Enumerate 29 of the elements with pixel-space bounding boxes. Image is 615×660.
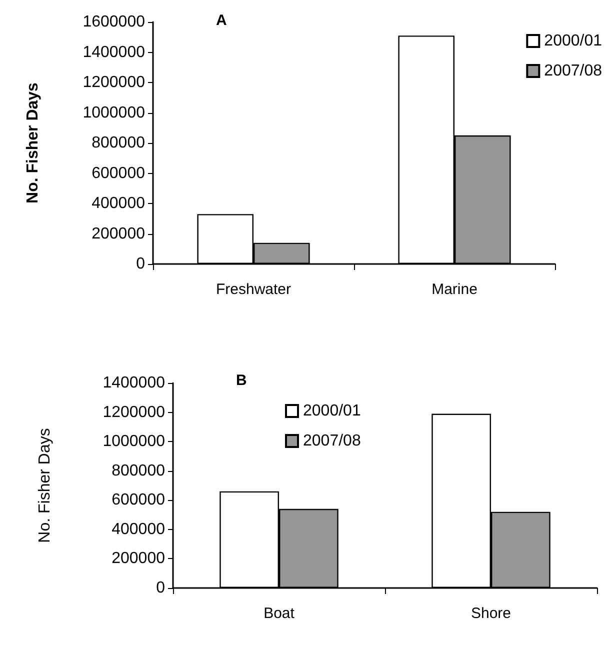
x-tick-label: Shore — [470, 605, 512, 622]
y-tick-label: 800000 — [112, 462, 166, 480]
x-tick-label: Marine — [432, 281, 478, 298]
y-tick-label: 600000 — [92, 164, 146, 182]
y-tick-label: 1200000 — [82, 74, 146, 91]
chart-title: B — [236, 372, 247, 389]
y-tick-label: 400000 — [112, 520, 166, 538]
y-tick-label: 1600000 — [82, 14, 146, 30]
legend-label: 2000/01 — [544, 32, 602, 50]
y-tick-label: 1000000 — [102, 433, 166, 450]
legend-label: 2000/01 — [303, 402, 361, 420]
y-tick-label: 800000 — [92, 134, 146, 152]
y-tick-label: 1000000 — [82, 104, 146, 122]
y-tick-label: 0 — [136, 256, 146, 272]
y-tick-label: 1200000 — [102, 404, 166, 421]
y-tick-label: 200000 — [112, 550, 166, 568]
y-tick-label: 200000 — [92, 225, 146, 242]
x-tick-label: Freshwater — [216, 281, 292, 298]
legend-label: 2007/08 — [544, 62, 602, 80]
chart-title: A — [216, 12, 227, 29]
y-tick-label: 1400000 — [82, 44, 146, 61]
y-tick-label: 1400000 — [102, 374, 166, 392]
y-tick-label: 600000 — [112, 492, 166, 509]
y-tick-label: 0 — [156, 580, 166, 596]
x-tick-label: Boat — [264, 605, 296, 622]
y-axis-title: No. Fisher Days — [24, 82, 42, 204]
y-axis-title: No. Fisher Days — [36, 428, 54, 543]
legend-label: 2007/08 — [303, 432, 361, 450]
y-tick-label: 400000 — [92, 195, 146, 212]
